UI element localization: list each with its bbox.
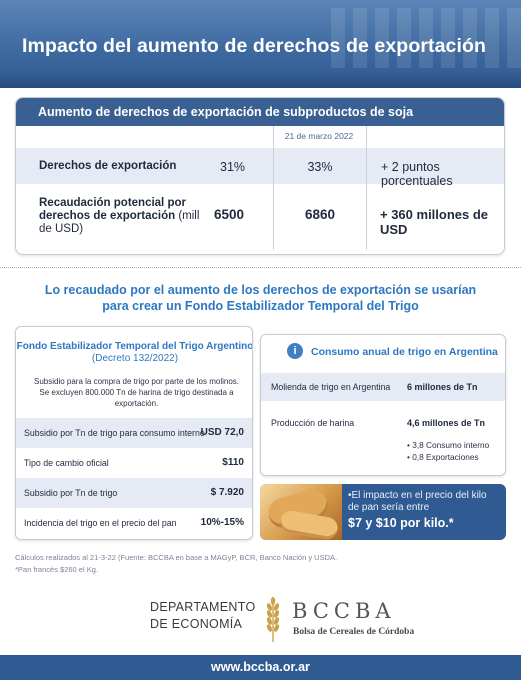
list-item: • 0,8 Exportaciones	[407, 452, 479, 462]
info-icon: i	[287, 343, 303, 359]
row-value-after: 6860	[304, 207, 336, 222]
section-headline: Lo recaudado por el aumento de los derec…	[44, 283, 477, 313]
table-row: Tipo de cambio oficial $110	[16, 448, 252, 478]
row-label: Tipo de cambio oficial	[24, 458, 109, 468]
row-label: Incidencia del trigo en el precio del pa…	[24, 518, 177, 528]
row-value: 6 millones de Tn	[407, 382, 478, 392]
footnote-bread: *Pan francés $260 el Kg.	[15, 565, 98, 574]
bccba-logo: BCCBA	[292, 599, 396, 623]
row-label-unit: (mill de USD)	[39, 210, 200, 235]
footnote-source: Cálculos realizados al 21-3-22 (Fuente: …	[15, 553, 338, 562]
table-row-derechos: Derechos de exportación 31% 33% + 2 punt…	[16, 148, 504, 188]
consumption-title: Consumo anual de trigo en Argentina	[311, 346, 498, 358]
column-divider	[366, 126, 367, 250]
department-line: DEPARTAMENTO	[150, 600, 256, 614]
table-row: Subsidio por Tn de trigo $ 7.920	[16, 478, 252, 508]
row-value: $110	[222, 457, 244, 468]
export-duties-card: Aumento de derechos de exportación de su…	[15, 97, 505, 255]
row-value: 10%-15%	[200, 517, 244, 528]
column-divider	[273, 126, 274, 250]
header-decoration	[331, 8, 521, 68]
row-value-before: 6500	[214, 207, 245, 222]
page-title: Impacto del aumento de derechos de expor…	[22, 35, 487, 57]
row-value-change: + 2 puntos porcentuales	[381, 160, 453, 188]
header-shadow	[0, 70, 521, 88]
row-value-change: + 360 millones de USD	[380, 207, 489, 237]
footnotes: Cálculos realizados al 21-3-22 (Fuente: …	[15, 552, 337, 576]
row-label: Recaudación potencial por derechos de ex…	[39, 197, 209, 236]
section-separator	[0, 267, 521, 268]
department-line: DE ECONOMÍA	[150, 617, 243, 631]
row-value-after: 33%	[307, 160, 333, 174]
header-banner: Impacto del aumento de derechos de expor…	[0, 0, 521, 88]
row-value: $ 7.920	[210, 487, 244, 498]
export-duties-band-title: Aumento de derechos de exportación de su…	[16, 98, 504, 126]
row-value: USD 72,0	[200, 427, 244, 438]
table-row: Incidencia del trigo en el precio del pa…	[16, 508, 252, 538]
fund-title: Fondo Estabilizador Temporal del Trigo A…	[16, 341, 253, 352]
row-value-before: 31%	[220, 160, 246, 174]
logos-area: DEPARTAMENTO DE ECONOMÍA BCCBA Bolsa de …	[0, 595, 521, 645]
fund-card: Fondo Estabilizador Temporal del Trigo A…	[15, 326, 253, 540]
table-row: Molienda de trigo en Argentina 6 millone…	[261, 373, 505, 401]
consumption-card: i Consumo anual de trigo en Argentina Mo…	[260, 334, 506, 476]
wheat-icon	[266, 597, 280, 642]
row-label-text: Recaudación potencial por derechos de ex…	[39, 197, 186, 222]
table-row: Subsidio por Tn de trigo para consumo in…	[16, 418, 252, 448]
flour-breakdown-list: • 3,8 Consumo interno • 0,8 Exportacione…	[407, 439, 489, 463]
row-label: Derechos de exportación	[39, 160, 177, 172]
row-label: Subsidio por Tn de trigo para consumo in…	[24, 428, 205, 438]
row-value: 4,6 millones de Tn	[407, 418, 486, 428]
callout-text: •El impacto en el precio del kilo de pan…	[348, 490, 487, 513]
footer-url[interactable]: www.bccba.or.ar	[0, 655, 521, 680]
callout-highlight: $7 y $10 por kilo.*	[348, 516, 454, 530]
fund-decree: (Decreto 132/2022)	[91, 353, 179, 364]
bread-loaf-shape	[278, 509, 340, 540]
fund-description: Subsidio para la compra de trigo por par…	[34, 377, 239, 408]
row-label: Subsidio por Tn de trigo	[24, 488, 118, 498]
date-column-header: 21 de marzo 2022	[284, 131, 354, 141]
bread-price-callout: •El impacto en el precio del kilo de pan…	[260, 484, 506, 540]
department-logo-text: DEPARTAMENTO DE ECONOMÍA	[150, 599, 255, 633]
row-label: Molienda de trigo en Argentina	[271, 382, 391, 392]
bccba-name: Bolsa de Cereales de Córdoba	[293, 627, 415, 637]
list-item: • 3,8 Consumo interno	[407, 440, 490, 450]
row-label: Producción de harina	[271, 418, 355, 428]
bread-image	[260, 484, 342, 540]
